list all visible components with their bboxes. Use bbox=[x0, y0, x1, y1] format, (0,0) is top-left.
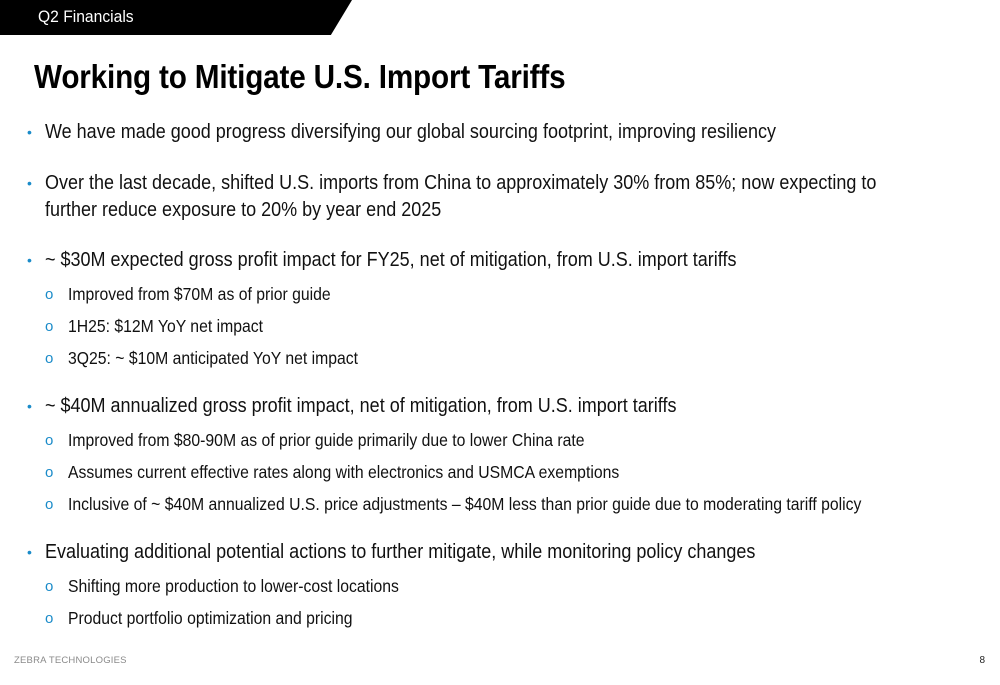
bullet-text: Evaluating additional potential actions … bbox=[45, 541, 756, 563]
sub-bullet-text: Improved from $80-90M as of prior guide … bbox=[68, 430, 585, 450]
sub-bullet-marker: o bbox=[45, 610, 54, 627]
bullet-text: ~ $30M expected gross profit impact for … bbox=[45, 249, 737, 271]
bullet-item: • We have made good progress diversifying… bbox=[27, 119, 857, 146]
sub-bullet-item: o Inclusive of ~ $40M annualized U.S. pri… bbox=[45, 491, 950, 518]
sub-bullet-text: Product portfolio optimization and prici… bbox=[68, 608, 353, 628]
sub-bullet-marker: o bbox=[45, 286, 54, 303]
slide-title: Working to Mitigate U.S. Import Tariffs bbox=[34, 58, 566, 95]
bullet-text: We have made good progress diversifying … bbox=[45, 121, 777, 143]
bullet-marker: • bbox=[27, 398, 32, 414]
sub-bullet-text: Shifting more production to lower-cost l… bbox=[68, 576, 399, 596]
sub-bullet-marker: o bbox=[45, 578, 54, 595]
sub-bullet-text: 1H25: $12M YoY net impact bbox=[68, 316, 263, 336]
sub-bullet-item: o Assumes current effective rates along w… bbox=[45, 459, 680, 486]
sub-bullet-marker: o bbox=[45, 318, 54, 335]
sub-bullet-item: o Product portfolio optimization and pric… bbox=[45, 605, 384, 632]
sub-bullet-marker: o bbox=[45, 432, 54, 449]
sub-bullet-marker: o bbox=[45, 496, 54, 513]
sub-bullet-text: Improved from $70M as of prior guide bbox=[68, 284, 331, 304]
bullet-marker: • bbox=[27, 124, 32, 140]
sub-bullet-text: Inclusive of ~ $40M annualized U.S. pric… bbox=[68, 494, 862, 514]
bullet-text: Over the last decade, shifted U.S. impor… bbox=[45, 172, 877, 194]
sub-bullet-marker: o bbox=[45, 350, 54, 367]
bullet-continuation: further reduce exposure to 20% by year e… bbox=[27, 197, 485, 224]
bullet-marker: • bbox=[27, 544, 32, 560]
bullet-item: • Over the last decade, shifted U.S. impo… bbox=[27, 170, 969, 197]
sub-bullet-item: o 3Q25: ~ $10M anticipated YoY net impact bbox=[45, 345, 390, 372]
section-tab bbox=[0, 0, 352, 35]
section-label: Q2 Financials bbox=[38, 7, 134, 26]
sub-bullet-text: 3Q25: ~ $10M anticipated YoY net impact bbox=[68, 348, 358, 368]
bullet-item: • ~ $40M annualized gross profit impact, … bbox=[27, 393, 747, 420]
sub-bullet-item: o Shifting more production to lower-cost … bbox=[45, 573, 436, 600]
sub-bullet-text: Assumes current effective rates along wi… bbox=[68, 462, 620, 482]
footer-brand: ZEBRA TECHNOLOGIES bbox=[14, 655, 127, 666]
bullet-item: • Evaluating additional potential actions… bbox=[27, 539, 834, 566]
bullet-marker: • bbox=[27, 175, 32, 191]
sub-bullet-item: o Improved from $70M as of prior guide bbox=[45, 281, 360, 308]
page-number: 8 bbox=[979, 655, 985, 666]
sub-bullet-item: o 1H25: $12M YoY net impact bbox=[45, 313, 285, 340]
sub-bullet-marker: o bbox=[45, 464, 54, 481]
bullet-item: • ~ $30M expected gross profit impact for… bbox=[27, 247, 813, 274]
bullet-text: further reduce exposure to 20% by year e… bbox=[45, 199, 442, 221]
bullet-marker: • bbox=[27, 252, 32, 268]
bullet-text: ~ $40M annualized gross profit impact, n… bbox=[45, 395, 677, 417]
sub-bullet-item: o Improved from $80-90M as of prior guide… bbox=[45, 427, 642, 454]
